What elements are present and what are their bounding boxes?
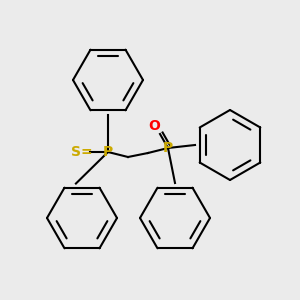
Text: =: =	[80, 145, 92, 159]
Text: P: P	[163, 141, 173, 155]
Text: S: S	[71, 145, 81, 159]
Text: O: O	[148, 119, 160, 133]
Text: P: P	[103, 145, 113, 159]
